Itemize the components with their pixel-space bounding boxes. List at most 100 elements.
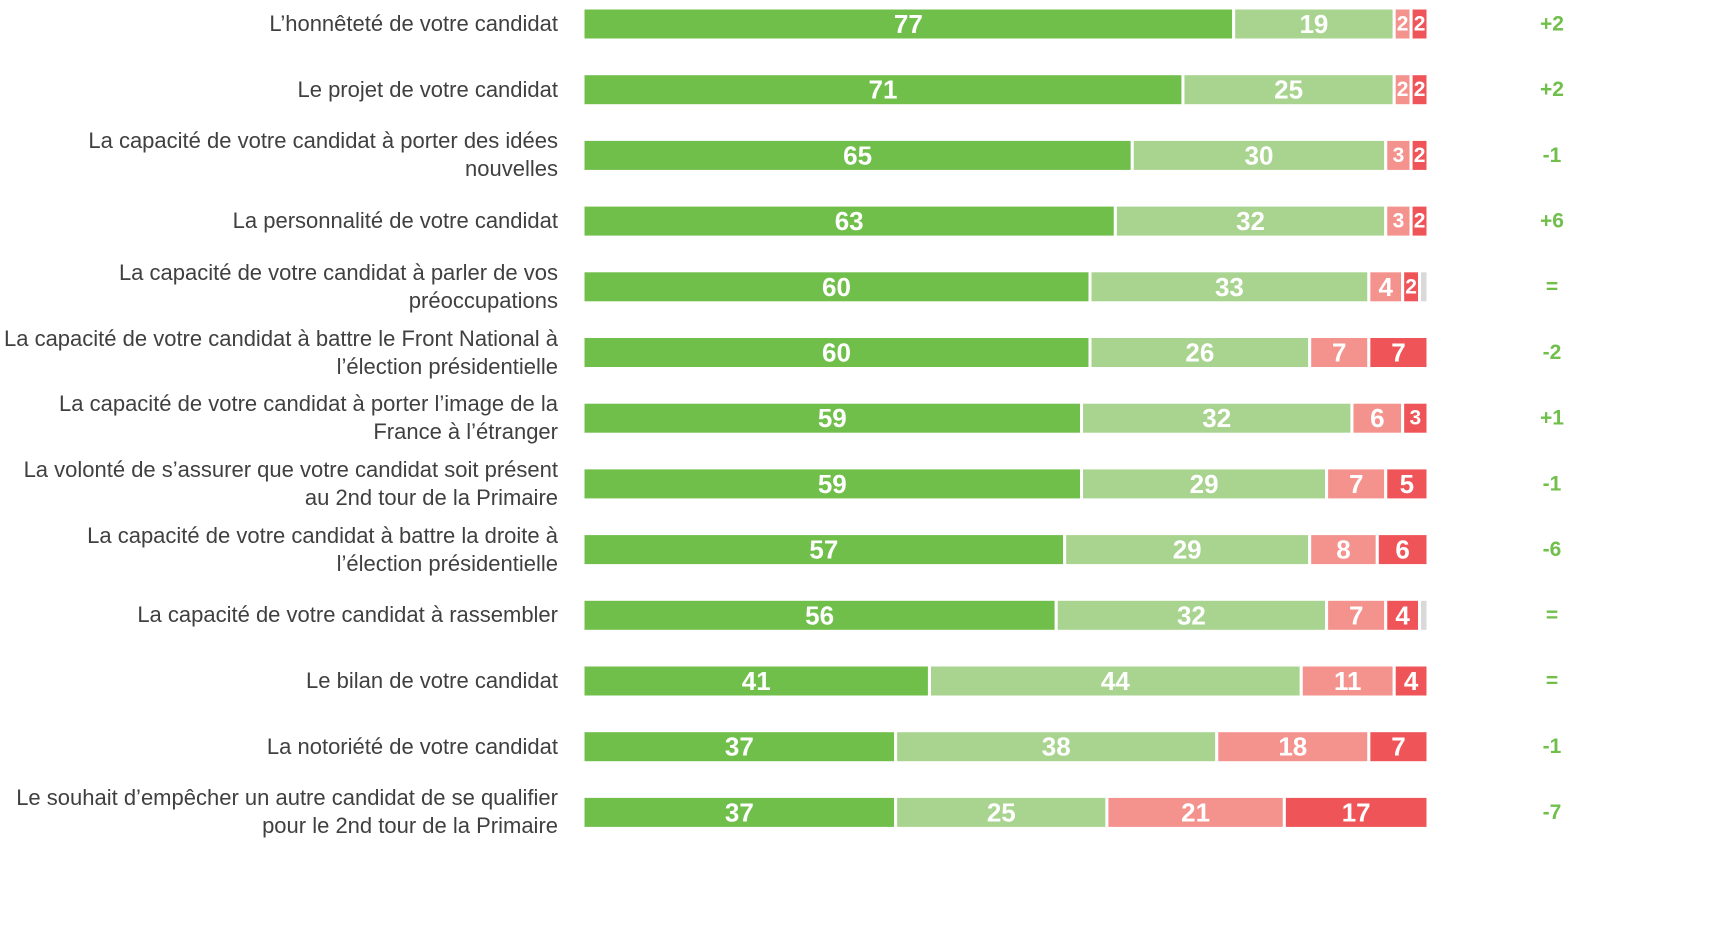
value-label: 37 xyxy=(725,797,754,827)
bar-segment xyxy=(1367,335,1430,370)
value-label: 19 xyxy=(1299,9,1328,39)
bar-segment xyxy=(1367,729,1430,765)
change-label: -1 xyxy=(1543,472,1562,495)
bar-segment xyxy=(581,400,1084,436)
change-label: -6 xyxy=(1543,538,1562,561)
value-label: 5 xyxy=(1400,469,1414,499)
value-label: 77 xyxy=(894,9,923,39)
value-label: 4 xyxy=(1379,272,1394,302)
category-label: L’honnêteté de votre candidat xyxy=(269,11,558,36)
value-label: 57 xyxy=(809,535,838,565)
value-label: 29 xyxy=(1190,469,1219,499)
category-label: La capacité de votre candidat à battre l… xyxy=(3,325,558,379)
bar-segment xyxy=(581,794,898,830)
bar-segment xyxy=(1113,203,1388,239)
value-label: 4 xyxy=(1404,666,1419,696)
category-label: La capacité de votre candidat à porter d… xyxy=(88,128,558,182)
value-label: 6 xyxy=(1370,403,1384,433)
value-label: 7 xyxy=(1349,600,1363,630)
change-label: +2 xyxy=(1540,13,1564,36)
category-label: La capacité de votre candidat à porter l… xyxy=(59,391,558,445)
bar-segment xyxy=(1054,597,1329,633)
bar-segment xyxy=(1409,72,1430,108)
change-label: -7 xyxy=(1543,801,1562,824)
value-label: 8 xyxy=(1336,535,1350,565)
category-label: La personnalité de votre candidat xyxy=(232,208,558,234)
category-label: Le projet de votre candidat xyxy=(297,76,558,102)
bar-segment xyxy=(1215,729,1371,765)
bar-segment xyxy=(581,729,898,765)
bar-segment xyxy=(581,597,1058,633)
value-label: 7 xyxy=(1332,338,1346,368)
bar-segment xyxy=(1080,400,1354,436)
category-label: Le bilan de votre candidat xyxy=(306,668,558,693)
bar-segment xyxy=(1418,269,1430,305)
value-label: 7 xyxy=(1391,732,1405,762)
bar-segment xyxy=(1409,6,1430,42)
bar-segment xyxy=(581,72,1185,108)
value-label: 71 xyxy=(869,75,898,105)
value-label: 29 xyxy=(1173,535,1202,565)
value-label: 7 xyxy=(1349,469,1363,499)
bar-segment xyxy=(1418,597,1430,633)
change-label: -1 xyxy=(1543,144,1562,167)
value-label: 6 xyxy=(1395,535,1409,565)
change-label: = xyxy=(1546,275,1558,298)
change-label: +1 xyxy=(1540,407,1564,430)
value-label: 37 xyxy=(725,732,754,762)
bar-segment xyxy=(927,663,1303,699)
category-label: La capacité de votre candidat à parler d… xyxy=(118,259,558,313)
bar-segment xyxy=(1308,335,1371,370)
value-label: 4 xyxy=(1395,600,1410,630)
bar-segment xyxy=(581,203,1117,239)
bar-segment xyxy=(1409,203,1430,239)
category-label: La capacité de votre candidat à battre l… xyxy=(87,522,558,576)
value-label: 63 xyxy=(835,206,864,236)
change-label: = xyxy=(1546,670,1558,693)
value-label: 32 xyxy=(1202,403,1231,433)
bar-segment xyxy=(1232,6,1396,42)
value-label: 3 xyxy=(1409,407,1421,430)
category-label: Le souhait d’empêcher un autre candidat … xyxy=(16,785,558,839)
value-label: 26 xyxy=(1185,338,1214,368)
bar-segment xyxy=(1375,532,1430,568)
category-label: La capacité de votre candidat à rassembl… xyxy=(137,602,558,628)
bar-segment xyxy=(1384,203,1413,239)
category-label: La notoriété de votre candidat xyxy=(266,733,558,759)
bar-segment xyxy=(1080,466,1329,502)
value-label: 2 xyxy=(1414,13,1426,36)
bar-segment xyxy=(1401,400,1430,436)
value-label: 18 xyxy=(1278,732,1307,762)
change-label: -1 xyxy=(1543,735,1562,758)
bar-segment xyxy=(581,6,1236,42)
bar-segment xyxy=(581,663,931,699)
bar-segment xyxy=(1384,466,1430,502)
bar-segment xyxy=(1088,269,1371,305)
value-label: 7 xyxy=(1391,338,1405,368)
bar-segment xyxy=(1181,72,1396,108)
value-label: 2 xyxy=(1414,78,1426,101)
value-label: 30 xyxy=(1245,140,1274,170)
change-label: = xyxy=(1546,604,1558,627)
bar-segment xyxy=(894,794,1109,830)
value-label: 25 xyxy=(987,797,1016,827)
value-label: 2 xyxy=(1414,144,1426,167)
bar-segment xyxy=(1130,137,1388,173)
value-label: 3 xyxy=(1393,144,1405,167)
value-label: 32 xyxy=(1177,600,1206,630)
value-label: 2 xyxy=(1397,13,1409,36)
change-label: -2 xyxy=(1543,341,1562,364)
value-label: 2 xyxy=(1405,275,1417,298)
value-label: 59 xyxy=(818,403,847,433)
change-label: +2 xyxy=(1540,78,1564,101)
bar-segment xyxy=(581,335,1092,370)
value-label: 56 xyxy=(805,600,834,630)
category-label: La volonté de s’assurer que votre candid… xyxy=(23,456,558,510)
bar-segment xyxy=(1105,794,1286,830)
change-label: +6 xyxy=(1540,210,1564,233)
bar-segment xyxy=(1392,663,1430,699)
value-label: 41 xyxy=(742,666,771,696)
value-label: 60 xyxy=(822,338,851,368)
value-label: 2 xyxy=(1414,210,1426,233)
